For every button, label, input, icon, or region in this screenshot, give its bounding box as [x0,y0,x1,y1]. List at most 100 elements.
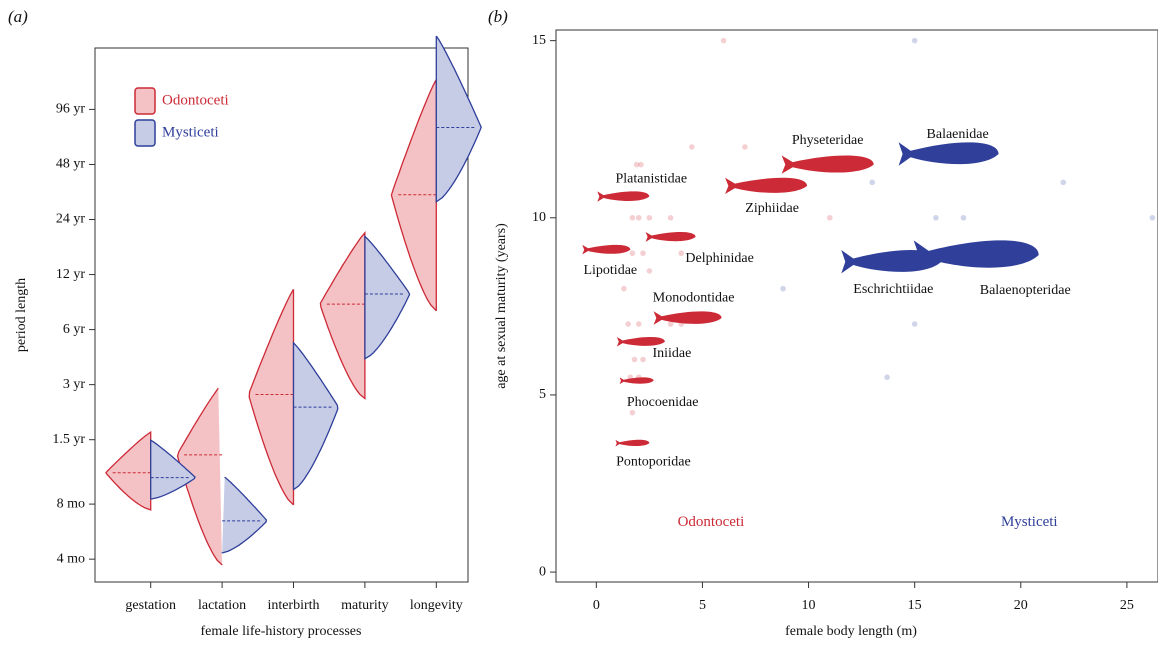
point [629,214,636,221]
x-tick-label: 0 [593,598,600,613]
x-axis-label: female life-history processes [201,624,362,639]
violin [105,430,152,511]
x-tick-label: 15 [908,598,922,613]
panel-label: (a) [8,7,28,26]
family-label: Platanistidae [616,172,688,187]
family-label: Delphinidae [685,251,753,266]
y-tick-label: 1.5 yr [52,432,85,447]
y-tick-label: 6 yr [63,322,86,337]
family-label: Eschrichtiidae [853,282,933,297]
family-silhouette [619,377,654,385]
family-silhouette [645,231,696,242]
family-label: Lipotidae [583,263,637,278]
violin [292,341,339,491]
violin [319,231,366,400]
family-silhouette [582,244,631,255]
point [646,214,653,221]
point [667,321,674,327]
legend-swatch [134,119,156,147]
group-label: Mysticeti [1001,514,1058,530]
point [869,179,876,186]
y-tick-label: 10 [532,210,546,225]
group-label: Odontoceti [678,514,745,530]
x-tick-label: 25 [1120,598,1134,613]
family-label: Physeteridae [792,133,864,148]
point [621,285,627,292]
point [646,268,653,274]
plot-frame [555,29,1158,583]
point [625,321,631,327]
legend-label: Odontoceti [162,92,229,108]
family-label: Ziphiidae [745,201,799,216]
point [629,250,636,257]
y-tick-label: 12 yr [56,267,86,282]
plot-frame [94,47,469,583]
point [720,37,727,44]
y-tick-label: 3 yr [63,377,86,392]
point [635,214,642,221]
y-tick-label: 48 yr [56,157,86,172]
violin [248,288,295,506]
family-label: Monodontidae [653,290,735,305]
point [884,374,890,381]
violin [435,35,482,204]
x-axis-label: female body length (m) [785,624,917,639]
violin [364,234,411,360]
y-tick-label: 0 [539,564,546,579]
family-silhouette [597,191,650,202]
x-tick-label: maturity [341,598,388,613]
y-tick-label: 4 mo [57,551,85,566]
point [826,214,833,221]
point [638,161,644,168]
x-tick-label: 5 [699,598,706,613]
y-tick-label: 15 [532,33,546,48]
family-label: Iniidae [652,346,691,361]
x-tick-label: longevity [410,598,463,613]
y-tick-label: 5 [539,387,546,402]
family-label: Phocoenidae [627,395,699,410]
family-silhouette [615,439,650,447]
family-label: Balaenidae [927,127,989,142]
y-axis-label: period length [14,278,29,352]
point [780,285,786,292]
panel-label: (b) [488,7,508,26]
y-tick-label: 96 yr [56,102,86,117]
x-tick-label: 20 [1014,598,1028,613]
y-tick-label: 24 yr [56,212,86,227]
y-tick-label: 8 mo [57,496,85,511]
family-label: Balaenopteridae [980,283,1071,298]
point [742,144,748,150]
legend-swatch [134,87,156,115]
x-tick-label: lactation [198,598,246,613]
point [667,214,674,221]
point [629,409,636,416]
point [635,321,642,327]
point [633,161,640,168]
x-tick-label: 10 [802,598,816,613]
point [689,144,695,150]
point [1060,179,1067,186]
family-label: Pontoporidae [616,454,691,469]
y-axis-label: age at sexual maturity (years) [494,223,509,389]
point [911,321,918,327]
x-tick-label: interbirth [267,598,319,613]
point [911,37,918,44]
point [933,214,939,221]
point [640,250,646,257]
point [678,250,685,257]
family-silhouette [653,311,722,325]
legend-label: Mysticeti [162,124,219,140]
family-silhouette [898,142,999,166]
point [631,356,638,363]
family-silhouette [616,337,665,347]
family-silhouette [913,240,1039,270]
family-silhouette [725,177,808,194]
family-silhouette [781,155,874,174]
violin [150,439,196,500]
point [960,214,967,221]
violin [221,476,267,554]
point [640,356,646,363]
point [1149,214,1156,221]
x-tick-label: gestation [125,598,176,613]
